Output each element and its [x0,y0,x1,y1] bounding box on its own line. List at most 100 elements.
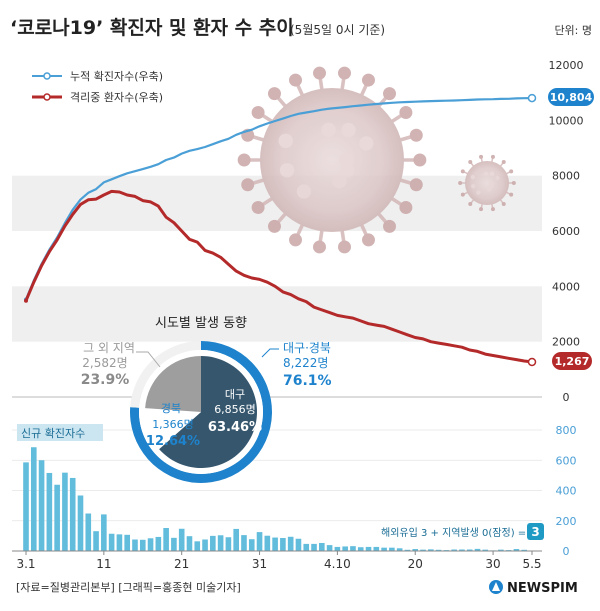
y-tick-label: 8000 [552,170,580,183]
unit-label: 단위: 명 [554,24,592,37]
new-cases-bar [342,546,348,551]
header: ‘코로나19’ 확진자 및 환자 수 추이 (5월5일 0시 기준) 단위: 명 [10,16,592,39]
new-cases-bar [498,549,504,551]
new-cases-bar [124,534,131,551]
daegu-pct: 63.46% [208,420,262,435]
new-cases-bar [482,549,489,551]
new-cases-bar [334,546,341,551]
date-note: (5월5일 0시 기준) [290,23,385,37]
new-cases-bar [38,460,45,551]
y-tick-label: 10000 [549,114,584,127]
new-cases-bar [171,537,177,551]
donut-slice-others [145,356,201,412]
donut-outer-others [130,341,201,408]
footer: [자료=질병관리본부] [그래픽=홍종현 미술기자] NEWSPIM [16,580,578,596]
end-label-cumulative-text: 10,804 [550,91,593,104]
daegu-gyeongbuk-name: 대구·경북 [283,341,331,355]
new-cases-bar [420,549,426,551]
legend-label-cumulative: 누적 확진자수(우축) [70,70,163,83]
new-cases-bar [319,542,325,551]
new-cases-bar [116,534,123,551]
new-cases-bar [23,462,29,551]
new-cases-bar [108,533,115,551]
gyeongbuk-count: 1,366명 [152,418,194,431]
x-tick-label: 20 [408,557,423,571]
y-tick-label: 2000 [552,336,580,349]
daegu-name: 대구 [225,388,245,401]
donut-title: 시도별 발생 동향 [155,316,247,331]
daegu-gyeongbuk-leader-line [261,348,279,358]
new-cases-bar [365,546,372,551]
new-cases-bar [466,549,473,551]
x-tick-label: 30 [485,557,500,571]
legend-item-isolated: 격리중 환자수(우축) [32,91,163,104]
new-cases-bar [233,528,239,551]
legend-label-isolated: 격리중 환자수(우축) [70,91,163,104]
new-cases-bar [381,547,387,551]
new-cases-bar [451,549,457,551]
new-cases-bar [280,537,286,551]
new-cases-bar [459,549,465,551]
donut-slice-daegu [159,356,258,468]
legend: 누적 확진자수(우축) 격리중 환자수(우축) [32,70,163,104]
donut-label-daegu-gyeongbuk: 대구·경북 8,222명 76.1% [283,341,332,389]
x-tick-label: 31 [252,557,267,571]
new-cases-bar [241,535,247,551]
y-tick-label: 12000 [549,59,584,72]
others-name: 그 외 지역 [83,341,135,355]
virus-particle-small [458,154,516,212]
new-cases-bar [101,514,107,551]
new-cases-bar [217,535,224,551]
new-cases-bar [435,549,442,551]
end-label-isolated: 1,267 [552,352,592,370]
gyeongbuk-pct: 12.64% [146,434,200,449]
new-cases-bar [272,537,278,551]
new-cases-bar [396,548,403,551]
new-cases-bar [256,532,263,551]
new-cases-bar [248,539,255,551]
new-cases-bar [46,472,53,551]
new-cases-bar [311,543,317,551]
bar-y-tick-label: 600 [556,454,577,467]
line-isolated-endpoint [527,357,537,367]
bar-y-tick-label: 0 [563,545,570,558]
new-cases-bar [513,549,520,551]
y-axis-right: 0 2000 4000 6000 8000 10000 12000 [549,59,584,404]
others-leader-line [136,351,161,368]
y-tick-label: 0 [563,391,570,404]
new-cases-bar [155,536,162,551]
daegu-gyeongbuk-pct: 76.1% [283,373,332,389]
legend-item-cumulative: 누적 확진자수(우축) [32,70,163,83]
new-cases-bar [350,546,356,551]
new-cases-bar [303,543,310,551]
others-pct: 23.9% [81,372,130,388]
new-cases-bar [287,536,294,551]
new-cases-bar [69,477,76,551]
new-cases-bar [186,536,193,551]
donut-slice-gyeongbuk [144,408,201,450]
new-cases-bar [264,535,271,551]
x-tick-label: 21 [174,557,189,571]
new-cases-bars [23,447,535,551]
new-cases-bar [210,535,216,551]
new-cases-bar [389,547,395,551]
new-cases-bar [178,528,185,551]
virus-illustration [237,66,516,254]
line-cumulative-endpoint [527,93,537,103]
line-series [24,93,537,367]
donut-label-others: 그 외 지역 2,582명 23.9% [81,341,135,388]
latest-annotation-text: 해외유입 3 + 지역발생 0(잠정) = 3 [381,526,536,539]
y-tick-label: 4000 [552,280,580,293]
new-cases-title-badge: 신규 확진자수 [17,424,103,441]
new-cases-bar [357,547,364,551]
virus-particle-large [237,66,427,254]
y-tick-label: 6000 [552,225,580,238]
region-donut: 시도별 발생 동향 대구 6,856명 63.46% 경북 1,366명 12.… [81,316,332,483]
new-cases-bar [412,549,419,551]
footer-brand: NEWSPIM [507,581,578,596]
new-cases-bar [163,528,169,551]
line-isolated-startpoint [24,298,28,303]
donut-label-daegu: 대구 6,856명 63.46% [208,388,262,435]
new-cases-bar [404,549,411,551]
